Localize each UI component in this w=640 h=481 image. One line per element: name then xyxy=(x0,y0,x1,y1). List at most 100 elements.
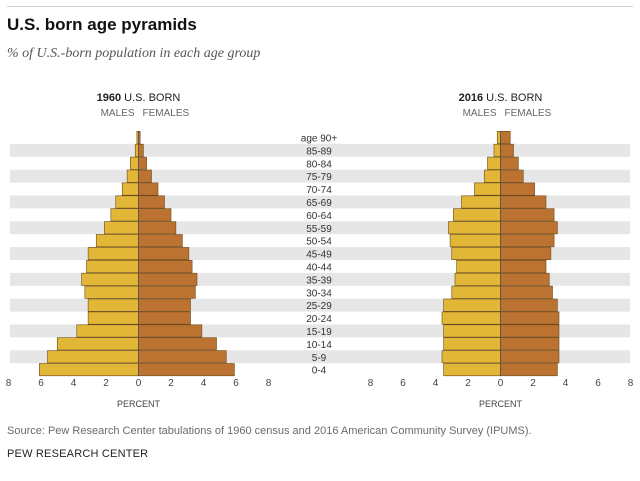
male-bar xyxy=(443,298,501,312)
pyramid-chart: age 90+ 85-89 80-84 75-79 70-74 65-69 60-64 55-… xyxy=(6,92,634,409)
female-bar xyxy=(500,337,560,351)
row-stripe xyxy=(10,169,630,183)
male-bar xyxy=(115,195,139,209)
male-bar xyxy=(81,272,139,286)
age-group-label: 25-29 xyxy=(306,301,332,312)
female-bar xyxy=(500,259,547,273)
male-bar xyxy=(487,156,501,170)
male-bar xyxy=(76,324,139,338)
x-tick-label: 4 xyxy=(563,378,569,389)
age-group-label: 75-79 xyxy=(306,172,332,183)
male-bar xyxy=(87,311,139,325)
age-group-label: 80-84 xyxy=(306,159,332,170)
x-tick-label: 6 xyxy=(595,378,601,389)
female-bar xyxy=(500,169,524,183)
x-tick-label: 6 xyxy=(400,378,406,389)
female-bar xyxy=(500,247,552,260)
x-tick-label: 4 xyxy=(433,378,439,389)
males-label: MALES xyxy=(101,108,135,119)
x-tick-label: 0 xyxy=(136,378,142,389)
female-bar xyxy=(138,298,191,312)
male-bar xyxy=(87,247,139,260)
chart-title: U.S. born age pyramids xyxy=(7,15,197,34)
male-bar xyxy=(443,337,501,351)
x-tick-label: 8 xyxy=(266,378,272,389)
pyramid-title: 2016 U.S. BORN xyxy=(459,92,543,104)
female-bar xyxy=(500,285,553,299)
age-group-label: 50-54 xyxy=(306,237,332,248)
age-group-label: 20-24 xyxy=(306,314,332,325)
male-bar xyxy=(130,156,139,170)
male-bar xyxy=(126,169,139,183)
x-tick-label: 6 xyxy=(233,378,239,389)
females-label: FEMALES xyxy=(505,108,552,119)
female-bar xyxy=(138,234,183,248)
x-tick-label: 8 xyxy=(368,378,374,389)
male-bar xyxy=(86,259,139,273)
chart-subtitle: % of U.S.-born population in each age gr… xyxy=(7,46,261,61)
age-group-label: age 90+ xyxy=(301,133,338,144)
male-bar xyxy=(454,272,501,286)
female-bar xyxy=(138,208,172,222)
male-bar xyxy=(443,324,501,338)
male-bar xyxy=(121,182,139,196)
org-name: PEW RESEARCH CENTER xyxy=(7,448,149,460)
male-bar xyxy=(451,285,501,299)
female-bar xyxy=(500,350,560,364)
x-tick-label: 2 xyxy=(168,378,174,389)
male-bar xyxy=(496,131,501,144)
row-stripe xyxy=(10,143,630,157)
age-group-label: 35-39 xyxy=(306,275,332,286)
female-bar xyxy=(500,363,558,377)
female-bar xyxy=(500,272,550,286)
female-bar xyxy=(138,221,177,235)
female-bar xyxy=(500,208,555,222)
female-bar xyxy=(500,131,511,144)
male-bar xyxy=(39,363,139,377)
female-bar xyxy=(138,272,198,286)
male-bar xyxy=(56,337,139,351)
age-group-label: 40-44 xyxy=(306,262,332,273)
male-bar xyxy=(87,298,139,312)
male-bar xyxy=(449,234,501,248)
male-bar xyxy=(441,311,501,325)
male-bar xyxy=(483,169,501,183)
male-bar xyxy=(474,182,501,196)
x-tick-label: 2 xyxy=(530,378,536,389)
male-bar xyxy=(134,143,139,157)
female-bar xyxy=(138,182,159,196)
female-bar xyxy=(138,324,203,338)
female-bar xyxy=(500,143,514,157)
males-label: MALES xyxy=(463,108,497,119)
age-group-label: 5-9 xyxy=(312,353,327,364)
age-group-label: 65-69 xyxy=(306,198,332,209)
female-bar xyxy=(500,156,519,170)
x-tick-label: 4 xyxy=(71,378,77,389)
x-axis-label: PERCENT xyxy=(117,399,161,409)
female-bar xyxy=(500,324,560,338)
male-bar xyxy=(47,350,139,364)
age-group-label: 60-64 xyxy=(306,211,332,222)
male-bar xyxy=(461,195,501,209)
female-bar xyxy=(138,247,190,260)
age-group-label: 85-89 xyxy=(306,146,332,157)
top-rule xyxy=(7,6,633,7)
male-bar xyxy=(110,208,139,222)
female-bar xyxy=(138,311,191,325)
female-bar xyxy=(500,311,560,325)
male-bar xyxy=(84,285,139,299)
females-label: FEMALES xyxy=(143,108,190,119)
male-bar xyxy=(493,143,501,157)
x-tick-label: 2 xyxy=(465,378,471,389)
male-bar xyxy=(451,247,501,260)
female-bar xyxy=(500,298,558,312)
male-bar xyxy=(104,221,139,235)
female-bar xyxy=(500,195,547,209)
male-bar xyxy=(441,350,501,364)
x-tick-label: 8 xyxy=(628,378,634,389)
male-bar xyxy=(456,259,501,273)
female-bar xyxy=(500,234,555,248)
male-bar xyxy=(453,208,501,222)
female-bar xyxy=(138,156,147,170)
male-bar xyxy=(443,363,501,377)
